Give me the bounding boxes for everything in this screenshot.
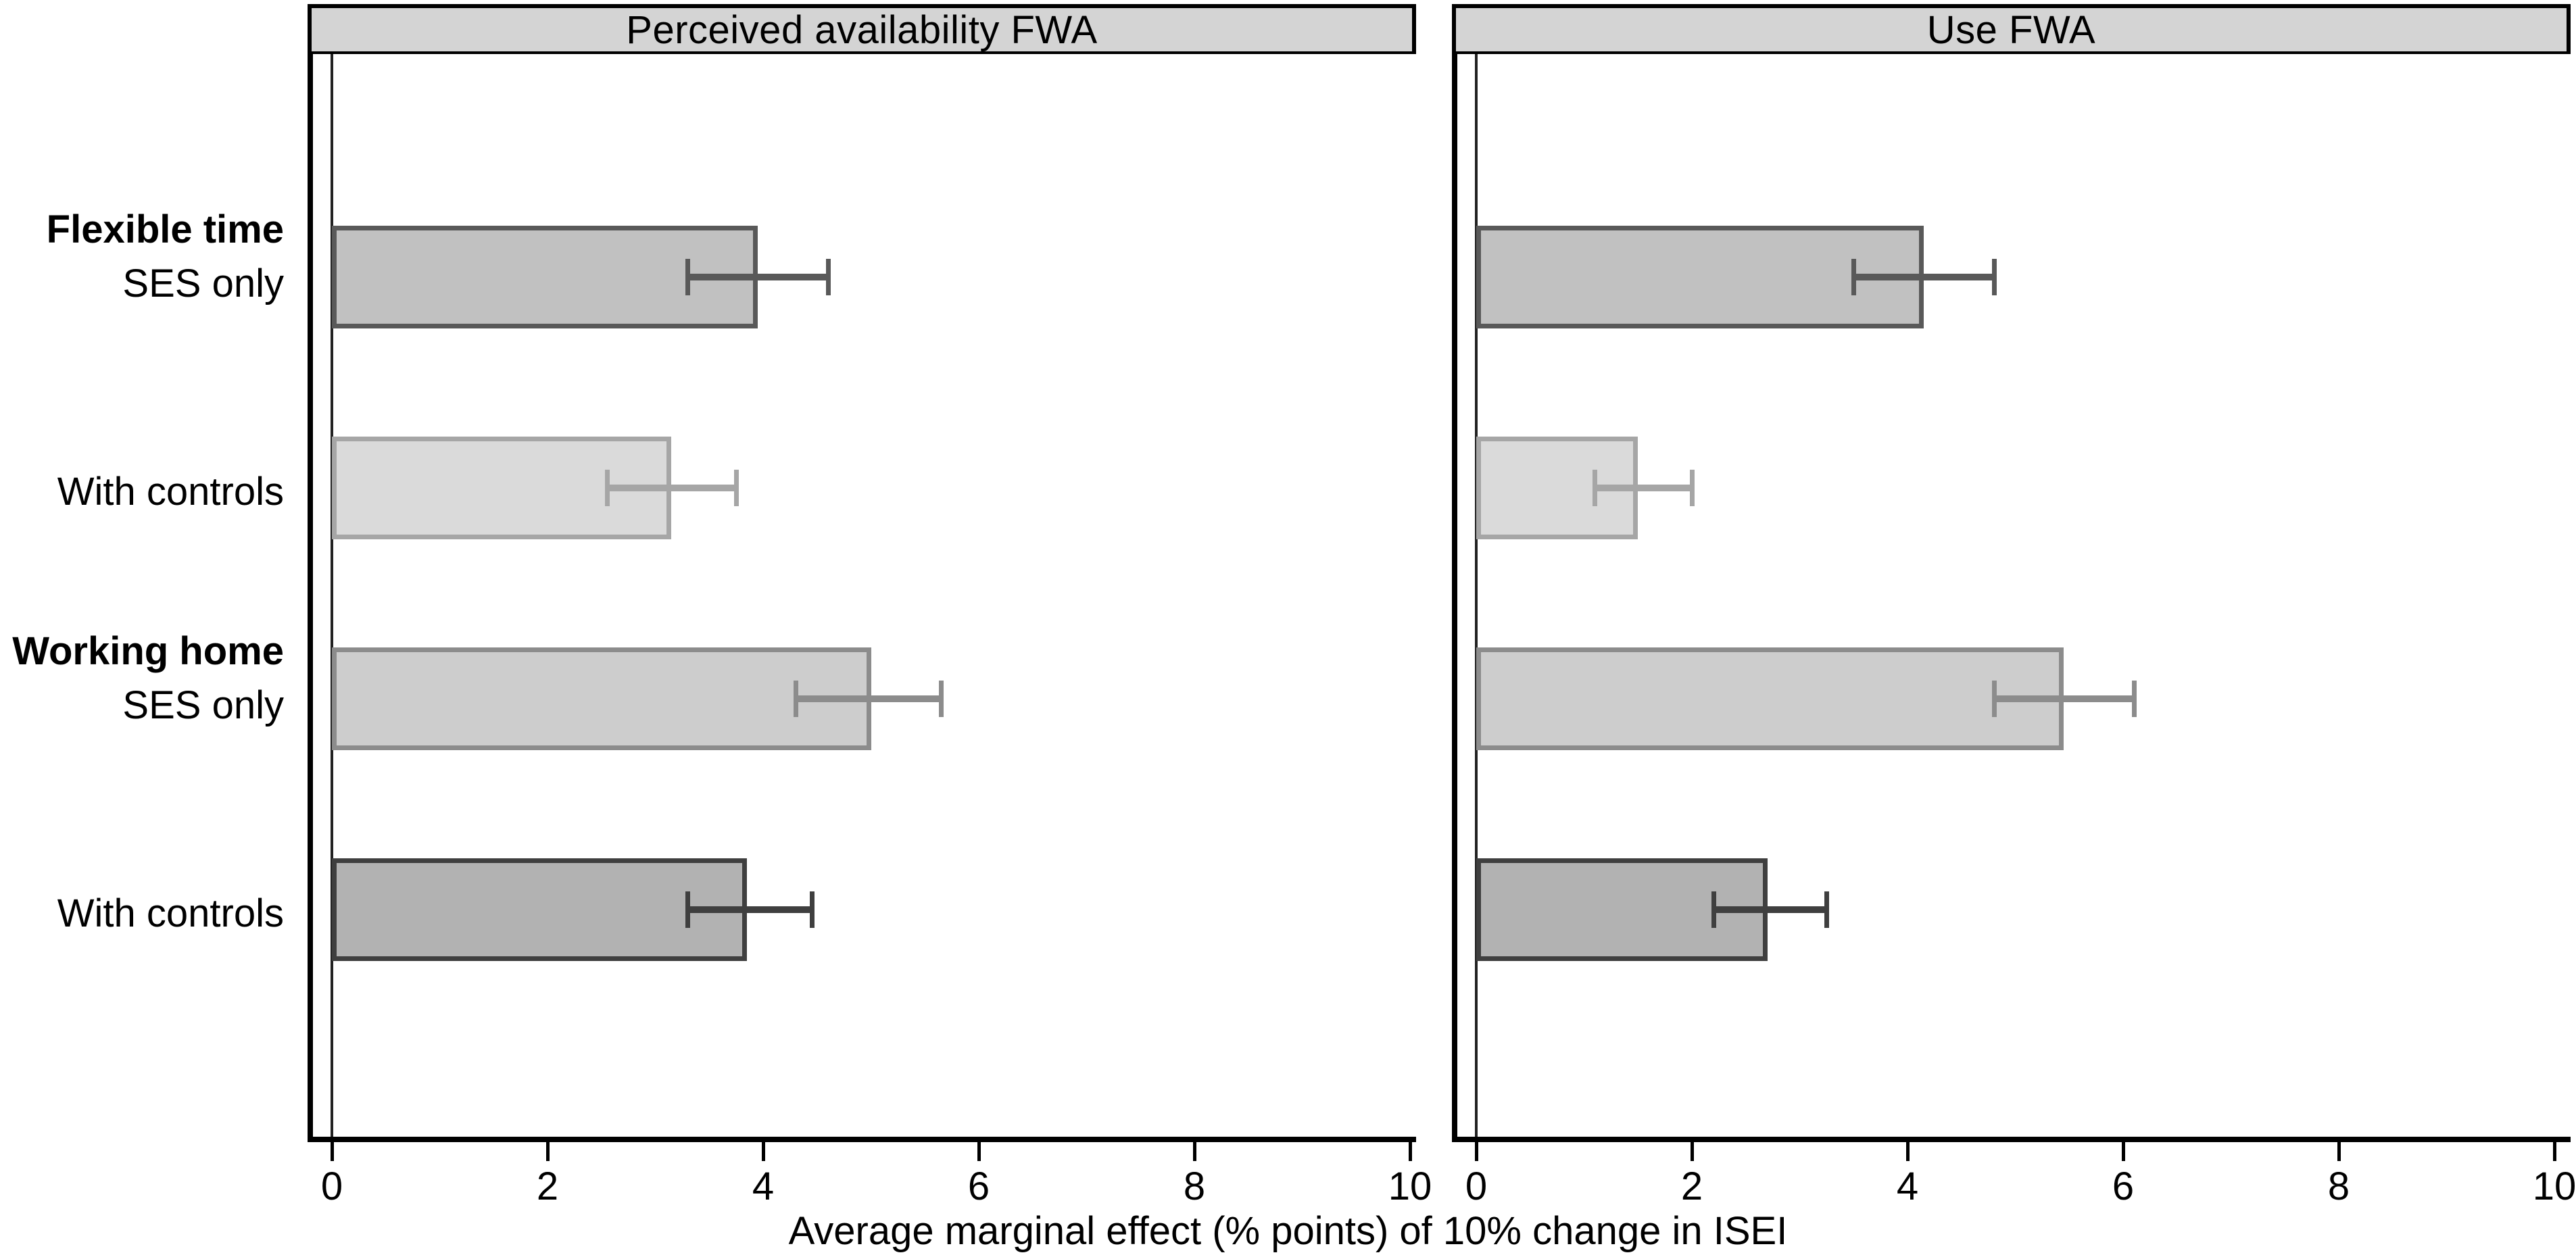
x-tick-label: 2 <box>536 1164 559 1208</box>
error-bar <box>1853 274 1994 280</box>
x-tick-label: 10 <box>2532 1164 2576 1208</box>
x-tick <box>1691 1137 1694 1161</box>
x-tick <box>2337 1137 2341 1161</box>
category-model-label: With controls <box>57 891 284 935</box>
x-tick-label: 0 <box>1465 1164 1488 1208</box>
error-bar-cap <box>734 470 739 506</box>
category-model-label: SES only <box>122 683 284 727</box>
error-bar-cap <box>793 681 798 717</box>
bar <box>332 647 871 750</box>
x-tick <box>2553 1137 2556 1161</box>
x-tick <box>546 1137 550 1161</box>
plot-area-perceived-availability: 0 2 4 6 8 10 <box>308 54 1432 1207</box>
error-bar-cap <box>825 259 831 295</box>
error-bar <box>1713 906 1827 913</box>
x-tick-label: 6 <box>2112 1164 2135 1208</box>
error-bar-cap <box>2131 681 2137 717</box>
panel-title-text: Perceived availability FWA <box>626 7 1098 52</box>
category-group-label: Working home <box>12 629 284 673</box>
x-tick <box>977 1137 981 1161</box>
x-tick <box>762 1137 765 1161</box>
error-bar-cap <box>1991 259 1997 295</box>
x-tick-label: 0 <box>320 1164 343 1208</box>
category-label: With controls <box>0 887 284 941</box>
error-bar <box>687 274 828 280</box>
x-tick <box>1906 1137 1910 1161</box>
category-label: With controls <box>0 465 284 519</box>
x-tick-label: 10 <box>1388 1164 1432 1208</box>
error-bar <box>1993 695 2134 702</box>
x-tick <box>1193 1137 1196 1161</box>
error-bar-cap <box>604 470 610 506</box>
plot-area-use-fwa: 0 2 4 6 8 10 <box>1452 54 2576 1207</box>
x-tick-label: 6 <box>967 1164 990 1208</box>
error-bar <box>687 906 812 913</box>
x-tick <box>1475 1137 1478 1161</box>
error-bar-cap <box>1851 259 1857 295</box>
x-tick-label: 4 <box>752 1164 775 1208</box>
zero-reference-line <box>331 54 333 1137</box>
error-bar-cap <box>1824 891 1830 928</box>
error-bar-cap <box>1991 681 1997 717</box>
x-tick <box>331 1137 334 1161</box>
x-axis-title: Average marginal effect (% points) of 10… <box>788 1209 1788 1253</box>
error-bar <box>795 695 942 702</box>
error-bar-cap <box>685 259 691 295</box>
panel-title-perceived-availability: Perceived availability FWA <box>308 4 1416 55</box>
x-tick <box>2122 1137 2125 1161</box>
error-bar-cap <box>1690 470 1695 506</box>
error-bar-cap <box>809 891 815 928</box>
category-model-label: With controls <box>57 470 284 514</box>
bar <box>1476 647 2064 750</box>
category-group-label: Flexible time <box>46 207 284 251</box>
y-axis-category-labels: Flexible time SES only With controls Workin… <box>0 0 284 1255</box>
error-bar <box>1595 485 1692 491</box>
x-tick-label: 8 <box>2327 1164 2350 1208</box>
zero-reference-line <box>1475 54 1478 1137</box>
error-bar-cap <box>685 891 691 928</box>
category-label: Flexible time SES only <box>0 203 284 311</box>
error-bar-cap <box>1593 470 1598 506</box>
category-label: Working home SES only <box>0 624 284 733</box>
x-tick-label: 8 <box>1183 1164 1206 1208</box>
error-bar-cap <box>1711 891 1716 928</box>
x-tick <box>1409 1137 1412 1161</box>
bar <box>332 858 748 961</box>
bar <box>1476 226 1924 328</box>
x-tick-label: 4 <box>1896 1164 1919 1208</box>
x-tick-label: 2 <box>1680 1164 1703 1208</box>
error-bar-cap <box>939 681 944 717</box>
category-model-label: SES only <box>122 262 284 305</box>
panel-title-text: Use FWA <box>1926 7 2096 52</box>
panel-title-use-fwa: Use FWA <box>1452 4 2571 55</box>
error-bar <box>606 485 737 491</box>
